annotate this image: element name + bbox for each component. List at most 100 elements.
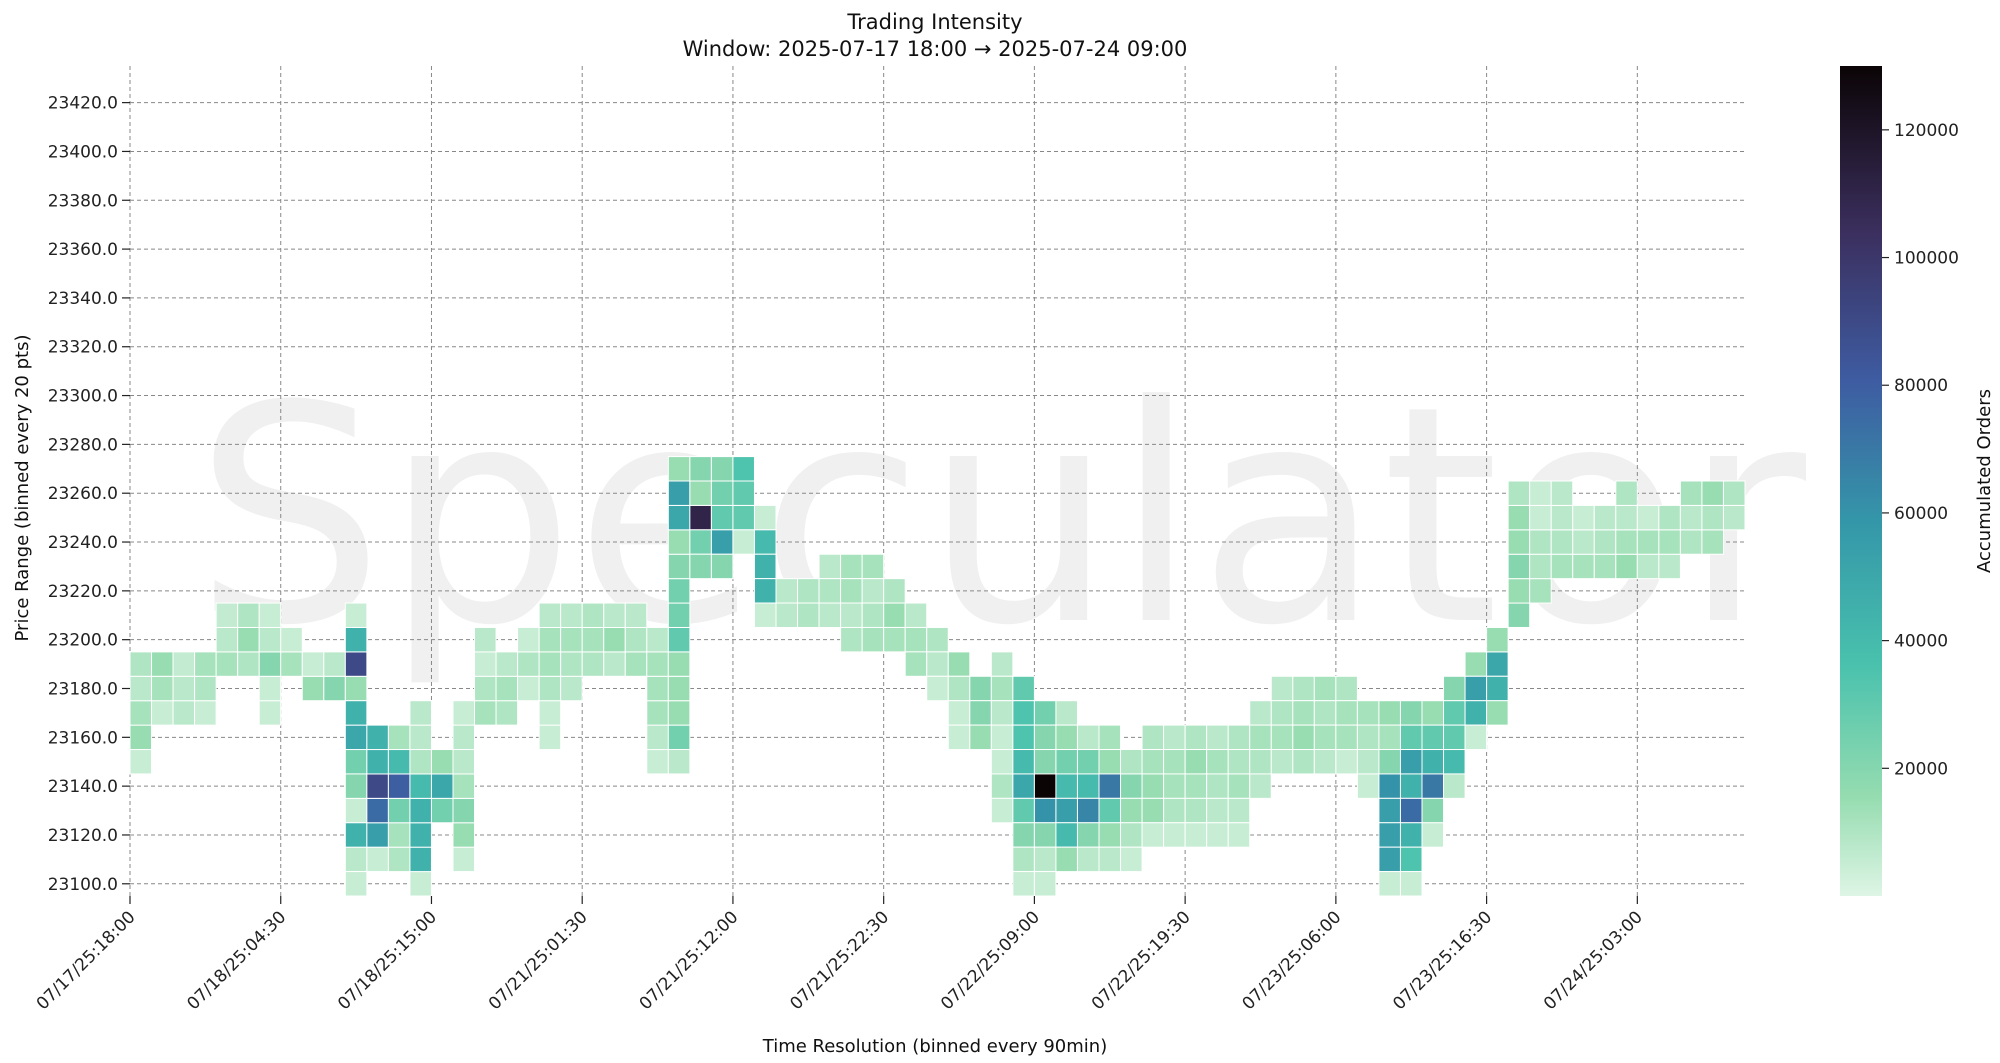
heatmap-cell [646, 724, 669, 751]
heatmap-cell [409, 700, 432, 726]
heatmap-cell [1184, 797, 1208, 824]
heatmap-cell [1399, 797, 1423, 824]
heatmap-cell [430, 773, 454, 799]
x-axis-label: Time Resolution (binned every 90min) [762, 1036, 1107, 1057]
heatmap-cell [947, 700, 971, 726]
heatmap-cell [667, 675, 691, 702]
heatmap-cell [409, 724, 432, 751]
heatmap-cell [1507, 553, 1531, 580]
heatmap-cell [129, 651, 153, 677]
heatmap-cell [990, 749, 1014, 775]
colorbar-tick-label: 40000 [1894, 632, 1948, 652]
heatmap-cell [1120, 797, 1143, 824]
heatmap-cell [1658, 504, 1681, 531]
heatmap-cell [366, 749, 389, 775]
heatmap-cell [1615, 553, 1638, 580]
heatmap-cell [1055, 749, 1078, 775]
colorbar-tick-label: 60000 [1894, 504, 1948, 524]
heatmap-cell [1356, 700, 1380, 726]
heatmap-cell [603, 602, 626, 628]
heatmap-cell [172, 651, 196, 677]
heatmap-cell [1679, 504, 1703, 531]
heatmap-cell [1378, 797, 1401, 824]
heatmap-cell [1055, 822, 1078, 848]
heatmap-cell [1033, 797, 1057, 824]
heatmap-cell [474, 651, 497, 677]
heatmap-cell [323, 651, 346, 677]
y-tick-label: 23420.0 [48, 94, 118, 114]
heatmap-cell [151, 651, 174, 677]
heatmap-cell [883, 626, 906, 653]
heatmap-cell [1615, 504, 1638, 531]
heatmap-cell [1270, 700, 1294, 726]
heatmap-cell [840, 553, 863, 580]
heatmap-cell [495, 675, 519, 702]
heatmap-cell [538, 700, 562, 726]
heatmap-cell [969, 700, 992, 726]
heatmap-cell [646, 749, 669, 775]
heatmap-cell [797, 602, 820, 628]
heatmap-cell [581, 651, 605, 677]
heatmap-cell [818, 553, 842, 580]
heatmap-cell [1550, 553, 1574, 580]
heatmap-cell [667, 529, 691, 555]
y-tick-label: 23120.0 [48, 826, 118, 846]
heatmap-cell [753, 578, 777, 604]
heatmap-cell [1636, 529, 1660, 555]
heatmap-cell [1335, 724, 1358, 751]
heatmap-cell [1399, 700, 1423, 726]
heatmap-cell [1679, 480, 1703, 506]
heatmap-cell [1076, 846, 1100, 873]
heatmap-cell [1722, 504, 1746, 531]
heatmap-cell [1012, 675, 1035, 702]
heatmap-cell [1055, 797, 1078, 824]
heatmap-cell [1507, 504, 1531, 531]
heatmap-cell [387, 797, 411, 824]
heatmap-cell [194, 675, 217, 702]
heatmap-cell [258, 675, 282, 702]
heatmap-cell [1443, 700, 1466, 726]
heatmap-cell [1356, 749, 1380, 775]
heatmap-cell [1399, 749, 1423, 775]
heatmap-cell [1249, 724, 1272, 751]
heatmap-cell [344, 822, 368, 848]
heatmap-cell [1658, 553, 1681, 580]
heatmap-cell [129, 700, 153, 726]
heatmap-cell [1033, 773, 1057, 799]
heatmap-cell [1378, 871, 1401, 897]
heatmap-cell [1227, 724, 1251, 751]
heatmap-cell [1593, 529, 1617, 555]
heatmap-cell [667, 553, 691, 580]
heatmap-cell [990, 773, 1014, 799]
heatmap-cell [1033, 822, 1057, 848]
heatmap-cell [1529, 553, 1552, 580]
y-tick-label: 23320.0 [48, 338, 118, 358]
chart-subtitle: Window: 2025-07-17 18:00 → 2025-07-24 09… [683, 37, 1188, 61]
heatmap-cell [1141, 822, 1165, 848]
heatmap-cell [215, 626, 239, 653]
heatmap-cell [1012, 700, 1035, 726]
heatmap-cell [818, 602, 842, 628]
heatmap-cell [1378, 822, 1401, 848]
heatmap-cell [861, 626, 885, 653]
heatmap-cell [1163, 749, 1186, 775]
heatmap-cell [1141, 797, 1165, 824]
heatmap-cell [904, 602, 928, 628]
heatmap-cell [344, 871, 368, 897]
heatmap-cell [1270, 675, 1294, 702]
heatmap-cell [710, 480, 734, 506]
heatmap-cell [1163, 724, 1186, 751]
heatmap-cell [1076, 773, 1100, 799]
heatmap-cell [1227, 797, 1251, 824]
x-tick-label: 07/24/25:03:00 [1540, 907, 1647, 1014]
heatmap-cell [151, 700, 174, 726]
heatmap-cell [710, 456, 734, 482]
heatmap-cell [861, 602, 885, 628]
heatmap-cell [646, 675, 669, 702]
heatmap-cell [1098, 724, 1122, 751]
heatmap-cell [710, 529, 734, 555]
heatmap-cell [1033, 846, 1057, 873]
heatmap-cell [538, 626, 562, 653]
heatmap-cell [1507, 602, 1531, 628]
heatmap-cell [1356, 773, 1380, 799]
